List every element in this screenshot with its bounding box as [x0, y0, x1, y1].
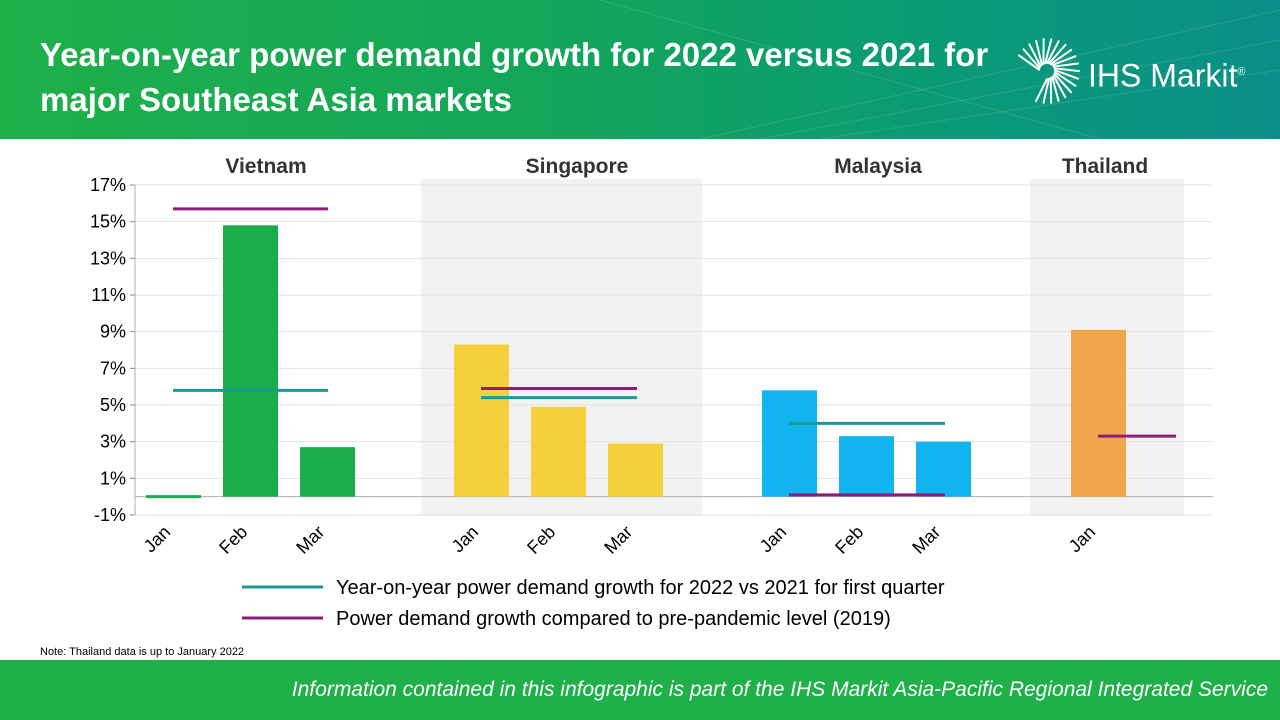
footer-banner: Information contained in this infographi…: [0, 660, 1280, 720]
brand: IHS Markit®: [1012, 36, 1262, 106]
logo-ray: [1042, 77, 1050, 104]
logo-ray: [1044, 38, 1053, 65]
x-tick-label: Mar: [600, 522, 636, 558]
header-decoration: [599, 0, 1280, 139]
y-tick-label: 15%: [90, 212, 126, 232]
logo-ray: [1028, 43, 1042, 68]
logo-ray: [1048, 43, 1067, 65]
brand-name: IHS Markit®: [1088, 52, 1245, 96]
logo-ray: [1022, 48, 1041, 69]
x-tick-label: Mar: [908, 522, 944, 558]
group-title-thailand: Thailand: [1062, 155, 1148, 178]
legend: Year-on-year power demand growth for 202…: [242, 577, 945, 630]
footnote: Note: Thailand data is up to January 202…: [40, 646, 245, 658]
bar-malaysia-feb: [839, 436, 894, 497]
bars: [146, 225, 1126, 499]
grid-lines: [134, 184, 1213, 516]
group-titles: Vietnam Singapore Malaysia Thailand: [225, 155, 1148, 178]
x-tick-label: Feb: [523, 522, 559, 558]
logo-ray: [1052, 74, 1067, 99]
starburst-logo-icon: [1018, 38, 1080, 104]
y-tick-label: 5%: [100, 395, 126, 415]
y-tick-label: -1%: [94, 505, 126, 525]
y-tick-label: 17%: [90, 175, 126, 195]
reference-lines: [173, 207, 1176, 497]
legend-label: Power demand growth compared to pre-pand…: [336, 608, 891, 630]
registered-mark: ®: [1237, 66, 1246, 78]
logo-ray: [1035, 78, 1048, 103]
logo-ray: [1053, 72, 1073, 94]
logo-ray: [1051, 76, 1060, 102]
y-tick-label: 3%: [100, 432, 126, 452]
logo-ray: [1053, 69, 1080, 80]
y-axis-ticks: 17% 15% 13% 11% 9% 7% 5% 3% 1% -1%: [90, 175, 135, 525]
x-tick-label: Feb: [831, 522, 867, 558]
header-banner: Year-on-year power demand growth for 202…: [0, 0, 1280, 139]
bar-singapore-mar: [608, 443, 663, 497]
logo-ray: [1035, 39, 1043, 66]
x-axis-labels: Jan Feb Mar Jan Feb Mar Jan Feb Mar Jan: [140, 522, 1100, 558]
y-tick-label: 1%: [100, 468, 126, 488]
x-tick-label: Jan: [756, 522, 791, 557]
x-tick-label: Jan: [448, 522, 483, 557]
x-tick-label: Jan: [1065, 522, 1100, 557]
bar-vietnam-feb: [223, 225, 278, 497]
y-tick-label: 7%: [100, 358, 126, 378]
bar-vietnam-mar: [300, 447, 355, 497]
bar-malaysia-jan: [762, 390, 817, 497]
brand-text: IHS Markit: [1088, 57, 1238, 94]
bar-malaysia-mar: [916, 441, 971, 497]
group-title-singapore: Singapore: [526, 155, 629, 178]
logo-ray: [1018, 54, 1041, 71]
x-tick-label: Mar: [292, 522, 328, 558]
page-title: Year-on-year power demand growth for 202…: [40, 36, 989, 118]
logo-ray: [1049, 48, 1073, 65]
group-title-vietnam: Vietnam: [225, 155, 306, 178]
y-tick-label: 13%: [90, 248, 126, 268]
logo-ray: [1051, 55, 1077, 67]
x-tick-label: Feb: [215, 522, 251, 558]
logo-ray: [1053, 67, 1080, 73]
x-tick-label: Jan: [140, 522, 175, 557]
logo-ray: [1046, 40, 1060, 65]
logo-ray: [1053, 71, 1077, 87]
power-demand-chart: 17% 15% 13% 11% 9% 7% 5% 3% 1% -1% Jan Feb Mar Jan Fe…: [90, 155, 1213, 630]
bar-thailand-jan: [1071, 329, 1126, 497]
legend-label: Year-on-year power demand growth for 202…: [336, 577, 945, 599]
logo-ray: [1052, 62, 1080, 68]
y-tick-label: 9%: [100, 322, 126, 342]
group-title-malaysia: Malaysia: [834, 155, 922, 178]
footer-text: Information contained in this infographi…: [291, 678, 1268, 701]
bar-singapore-feb: [531, 406, 586, 497]
y-tick-label: 11%: [91, 285, 126, 305]
bar-singapore-jan: [454, 344, 509, 497]
